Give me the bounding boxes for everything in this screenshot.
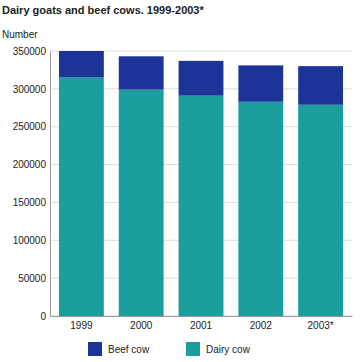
x-tick: 1999 [70,316,93,331]
x-axis-line [51,316,353,317]
x-tick-label: 2001 [190,320,213,331]
bar [298,66,343,105]
y-tick: 100000 [13,235,50,246]
grid [50,51,352,316]
bar [298,105,343,316]
y-tick: 350000 [13,46,50,57]
y-axis-title: Number [2,29,38,40]
x-tick-label: 2003* [308,320,334,331]
bar [119,56,164,89]
plot: 0 50000 100000 150000 200000 250000 300000 3500… [13,46,353,331]
y-tick-label: 200000 [13,159,47,170]
title: Dairy goats and beef cows. 1999-2003* [2,4,204,16]
bar [59,78,104,317]
legend-item: Dairy cow [186,342,251,356]
x-tick: 2002 [250,316,273,331]
y-tick-label: 50000 [18,273,46,284]
y-tick-label: 350000 [13,46,47,57]
legend-swatch [186,342,200,356]
y-axis-line [50,52,51,317]
bar [179,61,224,96]
y-tick-label: 300000 [13,84,47,95]
legend-label: Dairy cow [206,344,251,355]
bars [59,51,343,316]
y-tick: 50000 [18,273,50,284]
legend: Beef cow Dairy cow [88,342,251,356]
y-tick: 0 [40,311,50,322]
y-tick: 300000 [13,84,50,95]
bar [59,51,104,78]
y-tick: 250000 [13,121,50,132]
y-tick: 150000 [13,197,50,208]
x-axis: 1999 2000 2001 2002 2003* [51,316,353,331]
legend-item: Beef cow [88,342,150,356]
bar [238,102,283,316]
x-tick: 2001 [190,316,213,331]
x-tick-label: 1999 [70,320,93,331]
bar [238,65,283,101]
bar [179,96,224,316]
legend-swatch [88,342,102,356]
y-tick-label: 100000 [13,235,47,246]
y-axis: 0 50000 100000 150000 200000 250000 300000 3500… [13,46,51,322]
y-tick-label: 150000 [13,197,47,208]
chart: Dairy goats and beef cows. 1999-2003* Num… [0,0,362,362]
x-tick: 2003* [308,316,334,331]
x-tick-label: 2000 [130,320,153,331]
x-tick-label: 2002 [250,320,273,331]
y-tick-label: 0 [40,311,46,322]
x-tick: 2000 [130,316,153,331]
y-tick-label: 250000 [13,121,47,132]
legend-label: Beef cow [108,344,150,355]
bar [119,90,164,316]
y-tick: 200000 [13,159,50,170]
